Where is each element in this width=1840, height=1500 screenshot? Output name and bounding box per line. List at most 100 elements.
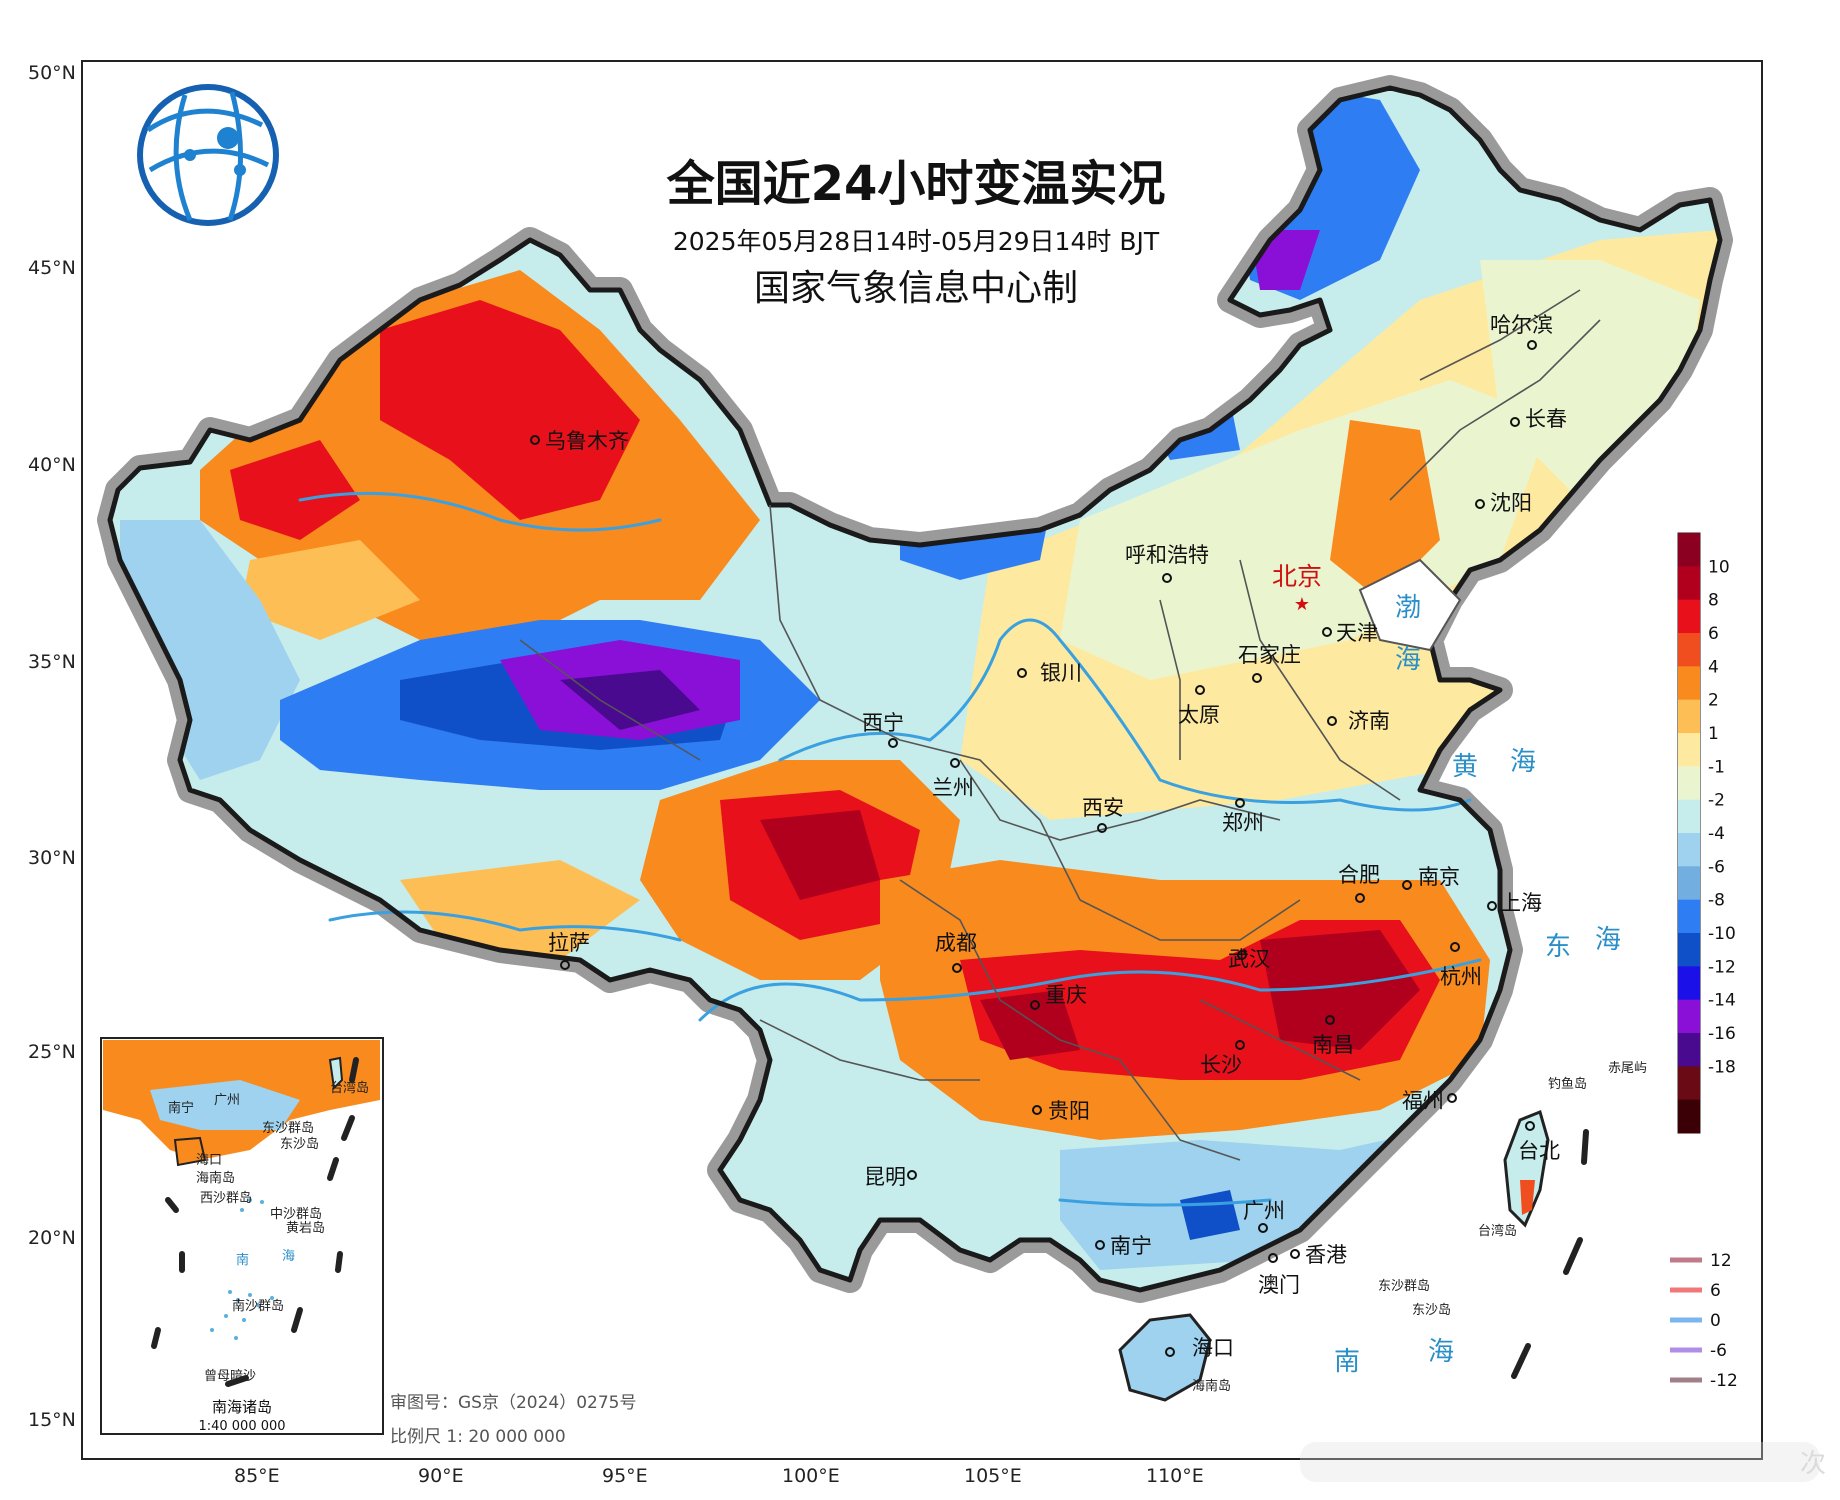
legend-color-swatch (1678, 1066, 1700, 1101)
svg-text:台北: 台北 (1518, 1139, 1560, 1163)
svg-text:广州: 广州 (1243, 1199, 1285, 1223)
city-changchun: 长春 (1510, 407, 1567, 431)
legend-tick-label: -12 (1708, 957, 1736, 977)
legend-color-swatch (1678, 566, 1700, 601)
svg-text:乌鲁木齐: 乌鲁木齐 (545, 429, 629, 453)
producer: 国家气象信息中心制 (754, 268, 1078, 309)
legend-color-swatch (1678, 999, 1700, 1034)
map-approval-number: 审图号：GS京（2024）0275号 (390, 1393, 637, 1413)
legend-tick-label: -10 (1708, 924, 1736, 944)
svg-text:曾母暗沙: 曾母暗沙 (204, 1369, 256, 1384)
city-hefei: 合肥 (1338, 863, 1380, 903)
svg-text:黄岩岛: 黄岩岛 (286, 1220, 325, 1236)
city-urumqi: 乌鲁木齐 (530, 429, 629, 453)
lon-label: 90°E (418, 1465, 464, 1487)
taiwan-hot-spot (1520, 1180, 1535, 1215)
legend-tick-label: 2 (1708, 691, 1719, 711)
city-tianjin: 天津 (1322, 621, 1378, 645)
svg-text:石家庄: 石家庄 (1238, 643, 1301, 667)
svg-text:澳门: 澳门 (1258, 1273, 1300, 1297)
city-jinan: 济南 (1327, 709, 1390, 733)
city-macau: 澳门 (1258, 1253, 1300, 1297)
contour-line-label: 0 (1710, 1311, 1721, 1331)
svg-text:海南岛: 海南岛 (1192, 1378, 1231, 1394)
svg-text:海南岛: 海南岛 (196, 1170, 235, 1186)
svg-text:海: 海 (1510, 747, 1538, 777)
svg-text:北京: 北京 (1272, 562, 1322, 591)
lat-label: 30°N (28, 847, 76, 869)
legend-color-swatch (1678, 1099, 1700, 1134)
city-shanghai: 上海 (1487, 891, 1542, 915)
lon-label: 100°E (782, 1465, 840, 1487)
svg-text:广州: 广州 (214, 1093, 240, 1108)
lon-label: 95°E (602, 1465, 648, 1487)
lon-label: 85°E (234, 1465, 280, 1487)
city-guiyang: 贵阳 (1032, 1099, 1090, 1123)
city-lhasa: 拉萨 (548, 931, 590, 970)
hainan-island (1118, 1313, 1212, 1402)
svg-text:钓鱼岛: 钓鱼岛 (1548, 1076, 1587, 1092)
svg-text:长春: 长春 (1525, 407, 1567, 431)
legend-tick-label: 1 (1708, 724, 1719, 744)
city-zhengzhou: 郑州 (1222, 798, 1264, 835)
legend-tick-label: 6 (1708, 624, 1719, 644)
line-legend: 12 6 0 -6 -12 (1670, 1251, 1738, 1391)
svg-text:贵阳: 贵阳 (1048, 1099, 1090, 1123)
city-kunming: 昆明 (864, 1165, 917, 1189)
city-guangzhou: 广州 (1243, 1199, 1285, 1233)
city-taiyuan: 太原 (1178, 685, 1220, 727)
svg-text:台湾岛: 台湾岛 (330, 1080, 369, 1096)
legend-tick-label: -6 (1708, 857, 1725, 877)
logo-globe-icon (137, 84, 279, 226)
lat-label: 35°N (28, 651, 76, 673)
legend-tick-label: -4 (1708, 824, 1725, 844)
page-title: 全国近24小时变温实况 (666, 156, 1166, 212)
svg-text:东沙群岛: 东沙群岛 (1378, 1278, 1430, 1294)
legend-color-swatch (1678, 533, 1700, 567)
legend-tick-label: 4 (1708, 657, 1719, 677)
svg-text:哈尔滨: 哈尔滨 (1490, 313, 1553, 337)
city-xian: 西安 (1082, 796, 1124, 833)
inset-scale: 1:40 000 000 (198, 1419, 285, 1434)
legend-tick-label: 10 (1708, 557, 1730, 577)
svg-text:西沙群岛: 西沙群岛 (200, 1190, 252, 1206)
svg-text:南: 南 (236, 1252, 249, 1268)
legend-color-swatch (1678, 766, 1700, 801)
lat-label: 15°N (28, 1409, 76, 1431)
svg-text:西安: 西安 (1082, 796, 1124, 820)
legend-tick-label: -16 (1708, 1024, 1736, 1044)
fill-legend: 10 8 6 4 2 1 -1 -2 -4 -6 -8 -10 -12 -14 -16 -18 (1677, 532, 1736, 1134)
svg-text:海口: 海口 (196, 1153, 222, 1168)
svg-text:长沙: 长沙 (1200, 1053, 1242, 1077)
watermark: 次 (1300, 1442, 1826, 1482)
svg-text:中沙群岛: 中沙群岛 (270, 1206, 322, 1222)
legend-color-swatch (1678, 933, 1700, 967)
svg-text:南宁: 南宁 (168, 1100, 194, 1116)
inset-south-china-sea: 台湾岛 东沙群岛 东沙岛 海口 海南岛 西沙群岛 中沙群岛 黄岩岛 南 海 南沙… (100, 1037, 384, 1435)
legend-color-swatch (1678, 633, 1700, 667)
city-nanjing: 南京 (1402, 865, 1460, 890)
map-scale: 比例尺 1: 20 000 000 (390, 1427, 566, 1447)
svg-text:东沙群岛: 东沙群岛 (262, 1120, 314, 1136)
svg-text:福州: 福州 (1402, 1089, 1444, 1113)
city-beijing: ★ 北京 (1272, 562, 1322, 615)
city-wuhan: 武汉 (1228, 947, 1270, 971)
svg-text:★: ★ (1294, 594, 1310, 615)
time-period: 2025年05月28日14时-05月29日14时 BJT (673, 227, 1160, 256)
svg-text:济南: 济南 (1348, 709, 1390, 733)
legend-tick-label: -2 (1708, 791, 1725, 811)
legend-color-swatch (1678, 666, 1700, 701)
rivers (298, 491, 1482, 1207)
city-yinchuan: 银川 (1017, 661, 1082, 685)
province-boundaries (519, 289, 1601, 1161)
bohai-sea (1358, 558, 1462, 652)
city-lanzhou: 兰州 (932, 758, 974, 800)
svg-text:东沙岛: 东沙岛 (1412, 1302, 1451, 1318)
legend-color-swatch (1678, 1033, 1700, 1067)
legend-tick-label: -8 (1708, 891, 1725, 911)
city-fuzhou: 福州 (1402, 1089, 1457, 1113)
city-xining: 西宁 (862, 711, 904, 748)
legend-color-swatch (1678, 833, 1700, 867)
svg-text:呼和浩特: 呼和浩特 (1125, 543, 1209, 567)
